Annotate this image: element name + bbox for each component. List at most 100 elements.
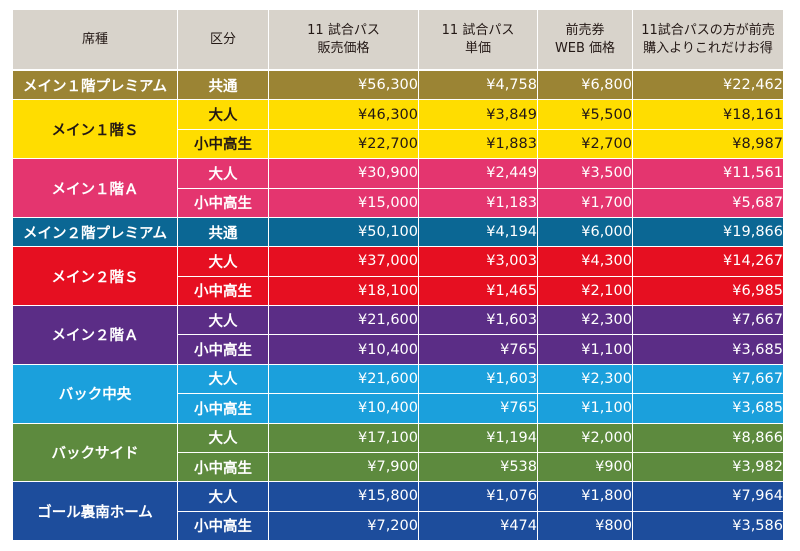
table-body: メイン１階プレミアム 共通 ¥56,300 ¥4,758 ¥6,800 ¥22,462 メイ… [13,71,784,541]
table-row: メイン２階プレミアム 共通 ¥50,100 ¥4,194 ¥6,000 ¥19,866 [13,217,784,248]
category-cell: 共通 [178,71,269,101]
pass-price-cell: ¥7,200 [269,511,419,541]
web-price-cell: ¥900 [538,452,633,483]
savings-cell: ¥14,267 [633,247,784,277]
category-cell: 大人 [178,100,269,130]
pass-price-cell: ¥37,000 [269,247,419,277]
header-unit-line-2: 単価 [464,40,491,56]
web-price-cell: ¥6,000 [538,217,633,248]
header-seat-line: 席種 [81,31,108,47]
category-cell: 小中高生 [178,511,269,541]
unit-price-cell: ¥1,603 [419,364,538,395]
table-row: メイン１階プレミアム 共通 ¥56,300 ¥4,758 ¥6,800 ¥22,462 [13,71,784,101]
seat-type-cell: メイン１階プレミアム [13,71,178,101]
seat-type-cell: メイン２階Ａ [13,306,178,365]
price-table: 席種 区分 11 試合パス 販売価格 11 試合パス 単価 前売券 WEB 価格 11… [13,10,784,541]
pass-price-cell: ¥22,700 [269,129,419,160]
category-cell: 小中高生 [178,452,269,483]
table-row: バック中央 大人 ¥21,600 ¥1,603 ¥2,300 ¥7,667 [13,364,784,424]
unit-price-cell: ¥538 [419,452,538,483]
pass-price-cell: ¥15,800 [269,482,419,512]
pass-price-cell: ¥10,400 [269,394,419,424]
unit-price-cell: ¥765 [419,335,538,365]
header-web-line-1: 前売券 [565,22,605,38]
web-price-cell: ¥2,700 [538,129,633,160]
savings-cell: ¥19,866 [633,217,784,248]
unit-price-cell: ¥3,003 [419,247,538,277]
category-cell: 大人 [178,364,269,395]
category-cell: 大人 [178,423,269,453]
unit-price-cell: ¥4,194 [419,217,538,248]
pass-price-cell: ¥7,900 [269,452,419,483]
header-pass-line-1: 11 試合パス [307,22,380,38]
seat-type-cell: バック中央 [13,364,178,424]
web-price-cell: ¥2,300 [538,306,633,336]
pass-price-cell: ¥21,600 [269,364,419,395]
unit-price-cell: ¥1,076 [419,482,538,512]
category-cell: 大人 [178,159,269,189]
category-cell: 小中高生 [178,129,269,160]
unit-price-cell: ¥2,449 [419,159,538,189]
web-price-cell: ¥1,700 [538,188,633,218]
unit-price-cell: ¥1,603 [419,306,538,336]
category-cell: 小中高生 [178,335,269,365]
web-price-cell: ¥4,300 [538,247,633,277]
web-price-cell: ¥1,800 [538,482,633,512]
pass-price-cell: ¥56,300 [269,71,419,101]
web-price-cell: ¥3,500 [538,159,633,189]
header-seat: 席種 [13,10,178,71]
web-price-cell: ¥1,100 [538,394,633,424]
table-row: メイン１階Ａ 大人 ¥30,900 ¥2,449 ¥3,500 ¥11,561 [13,159,784,218]
savings-cell: ¥18,161 [633,100,784,130]
savings-cell: ¥3,685 [633,394,784,424]
header-row: 席種 区分 11 試合パス 販売価格 11 試合パス 単価 前売券 WEB 価格 11… [13,10,784,71]
savings-cell: ¥5,687 [633,188,784,218]
savings-cell: ¥7,667 [633,306,784,336]
seat-type-cell: ゴール裏南ホーム [13,482,178,541]
savings-cell: ¥3,586 [633,511,784,541]
unit-price-cell: ¥1,465 [419,276,538,306]
savings-cell: ¥3,982 [633,452,784,483]
web-price-cell: ¥2,000 [538,423,633,453]
pass-price-cell: ¥15,000 [269,188,419,218]
pass-price-cell: ¥50,100 [269,217,419,248]
pass-price-cell: ¥30,900 [269,159,419,189]
category-cell: 小中高生 [178,276,269,306]
web-price-cell: ¥2,300 [538,364,633,395]
pass-price-cell: ¥10,400 [269,335,419,365]
pass-price-cell: ¥46,300 [269,100,419,130]
unit-price-cell: ¥1,883 [419,129,538,160]
seat-type-cell: メイン２階プレミアム [13,217,178,248]
category-cell: 共通 [178,217,269,248]
header-kubun: 区分 [178,10,269,71]
pass-price-cell: ¥17,100 [269,423,419,453]
header-unit-line-1: 11 試合パス [441,22,515,38]
header-web-line-2: WEB 価格 [554,40,616,56]
savings-cell: ¥6,985 [633,276,784,306]
table-row: ゴール裏南ホーム 大人 ¥15,800 ¥1,076 ¥1,800 ¥7,964 [13,482,784,541]
header-pass-line-2: 販売価格 [317,40,370,56]
pass-price-cell: ¥18,100 [269,276,419,306]
web-price-cell: ¥2,100 [538,276,633,306]
header-save-line-1: 11試合パスの方が前売 [641,22,775,38]
category-cell: 大人 [178,247,269,277]
table-row: メイン２階Ｓ 大人 ¥37,000 ¥3,003 ¥4,300 ¥14,267 [13,247,784,306]
seat-type-cell: メイン２階Ｓ [13,247,178,306]
seat-type-cell: メイン１階Ｓ [13,100,178,160]
header-savings: 11試合パスの方が前売 購入よりこれだけお得 [633,10,784,71]
header-pass-price: 11 試合パス 販売価格 [269,10,419,71]
unit-price-cell: ¥1,194 [419,423,538,453]
savings-cell: ¥8,987 [633,129,784,160]
unit-price-cell: ¥3,849 [419,100,538,130]
web-price-cell: ¥5,500 [538,100,633,130]
savings-cell: ¥7,964 [633,482,784,512]
table-row: メイン１階Ｓ 大人 ¥46,300 ¥3,849 ¥5,500 ¥18,161 [13,100,784,160]
header-kubun-line: 区分 [209,31,236,47]
web-price-cell: ¥6,800 [538,71,633,101]
seat-type-cell: バックサイド [13,423,178,483]
web-price-cell: ¥1,100 [538,335,633,365]
table-row: バックサイド 大人 ¥17,100 ¥1,194 ¥2,000 ¥8,866 [13,423,784,483]
category-cell: 大人 [178,306,269,336]
category-cell: 大人 [178,482,269,512]
header-web-price: 前売券 WEB 価格 [538,10,633,71]
